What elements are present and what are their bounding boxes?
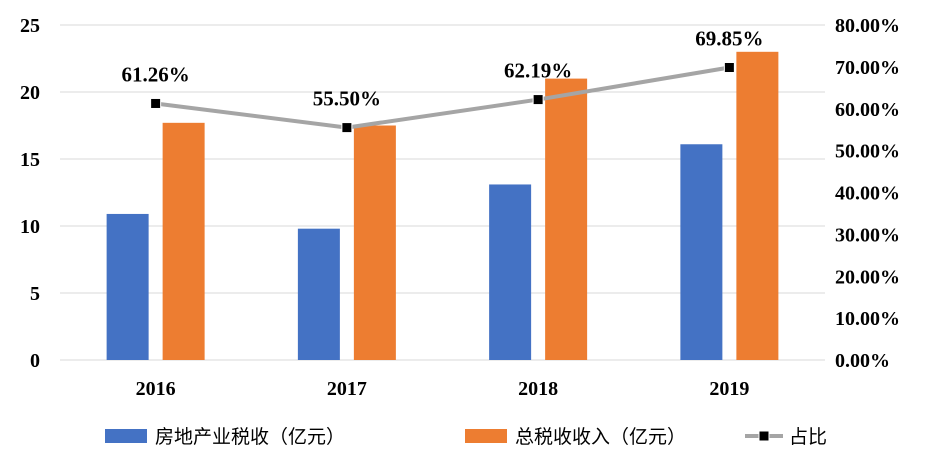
left-axis-ticks: 0 5 10 15 20 25 — [20, 15, 40, 372]
ratio-data-label: 55.50% — [313, 87, 381, 111]
right-axis-ticks: 0.00% 10.00% 20.00% 30.00% 40.00% 50.00% 60.00… — [835, 15, 900, 372]
left-axis-tick-label: 15 — [20, 149, 40, 171]
left-axis-tick-label: 10 — [20, 216, 40, 238]
x-axis-ticks: 2016 2017 2018 2019 — [136, 378, 750, 400]
right-axis-tick-label: 30.00% — [835, 224, 900, 246]
right-axis-tick-label: 10.00% — [835, 308, 900, 330]
legend-swatch — [465, 429, 507, 443]
bar — [162, 122, 205, 360]
bar — [106, 213, 149, 360]
legend-label: 总税收收入（亿元） — [515, 426, 686, 448]
bar — [680, 144, 723, 360]
legend-label: 占比 — [789, 426, 827, 448]
bar — [545, 78, 588, 360]
left-axis-tick-label: 5 — [30, 283, 40, 305]
ratio-line — [155, 65, 730, 130]
legend-swatch — [105, 429, 147, 443]
bar — [353, 125, 396, 360]
right-axis-tick-label: 20.00% — [835, 266, 900, 288]
ratio-point — [723, 62, 735, 74]
right-axis-tick-label: 40.00% — [835, 183, 900, 205]
legend: 房地产业税收（亿元） 总税收收入（亿元） 占比 — [105, 426, 827, 448]
legend-marker — [758, 430, 770, 442]
ratio-point — [532, 94, 544, 106]
left-axis-tick-label: 20 — [20, 82, 40, 104]
right-axis-tick-label: 60.00% — [835, 99, 900, 121]
right-axis-tick-label: 70.00% — [835, 57, 900, 79]
bar — [736, 51, 779, 361]
right-axis-tick-label: 0.00% — [835, 350, 890, 372]
bar — [489, 184, 532, 360]
ratio-data-label: 69.85% — [695, 27, 763, 51]
x-axis-tick-label: 2018 — [518, 378, 558, 400]
right-axis-tick-label: 50.00% — [835, 141, 900, 163]
ratio-data-label: 61.26% — [122, 62, 190, 86]
bar-series — [106, 51, 779, 361]
x-axis-tick-label: 2019 — [709, 378, 749, 400]
legend-label: 房地产业税收（亿元） — [155, 426, 345, 448]
bar — [297, 228, 340, 360]
left-axis-tick-label: 25 — [20, 15, 40, 37]
right-axis-tick-label: 80.00% — [835, 15, 900, 37]
x-axis-tick-label: 2017 — [327, 378, 367, 400]
x-axis-tick-label: 2016 — [136, 378, 176, 400]
ratio-point — [150, 97, 162, 109]
ratio-point — [341, 122, 353, 134]
ratio-line-series: 61.26% 55.50% 62.19% 69.85% — [122, 27, 764, 134]
left-axis-tick-label: 0 — [30, 350, 40, 372]
ratio-data-label: 62.19% — [504, 59, 572, 83]
